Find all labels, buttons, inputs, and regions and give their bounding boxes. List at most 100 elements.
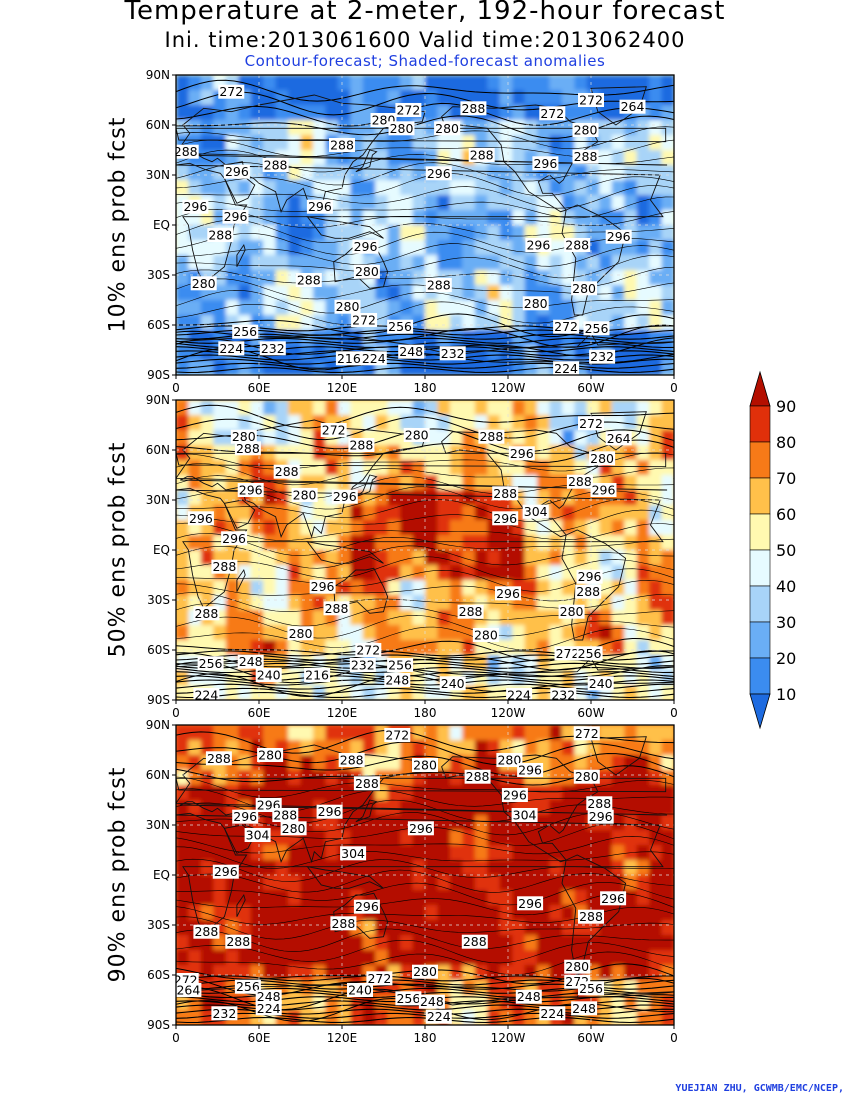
anomaly-cell (649, 935, 663, 951)
contour-label: 288 (264, 158, 288, 173)
anomaly-cell (437, 770, 451, 786)
anomaly-cell (586, 165, 600, 181)
anomaly-cell (661, 725, 674, 741)
anomaly-cell (337, 75, 351, 91)
contour-label: 272 (352, 313, 376, 328)
coastline (832, 893, 850, 938)
anomaly-cell (412, 625, 426, 641)
contour-label: 304 (246, 828, 270, 843)
anomaly-cell (200, 165, 214, 181)
anomaly-cell (649, 740, 663, 756)
contour-label-box (193, 688, 220, 700)
anomaly-cell (176, 300, 190, 316)
anomaly-cell (400, 460, 414, 476)
anomaly-cell (649, 860, 663, 876)
anomaly-cell (176, 830, 190, 846)
anomaly-cell (425, 740, 439, 756)
anomaly-cell (288, 595, 302, 611)
anomaly-cell (661, 860, 674, 876)
anomaly-cell (337, 105, 351, 121)
anomaly-cell (337, 580, 351, 596)
anomaly-cell (375, 875, 389, 891)
contour-line (176, 603, 674, 627)
contour-label-box (232, 809, 259, 824)
anomaly-cell (225, 890, 239, 906)
anomaly-cell (176, 610, 190, 626)
anomaly-cell (350, 180, 364, 196)
anomaly-cell (188, 875, 202, 891)
anomaly-cell (412, 580, 426, 596)
anomaly-cell (487, 935, 501, 951)
anomaly-cell (661, 845, 674, 861)
x-tick-label: 60E (248, 1031, 271, 1045)
contour-label-box (230, 429, 257, 444)
anomaly-cell (449, 890, 463, 906)
anomaly-cell (325, 785, 339, 801)
anomaly-cell (213, 475, 227, 491)
anomaly-cell (624, 815, 638, 831)
anomaly-cell (462, 165, 476, 181)
anomaly-cell (462, 725, 476, 741)
anomaly-cell (599, 285, 613, 301)
anomaly-cell (288, 505, 302, 521)
anomaly-cell (250, 135, 264, 151)
anomaly-cell (238, 950, 252, 966)
contour-label: 304 (341, 846, 365, 861)
anomaly-cell (611, 400, 625, 416)
anomaly-cell (188, 75, 202, 91)
anomaly-cell (362, 535, 376, 551)
contour-label: 240 (589, 676, 613, 691)
anomaly-cell (586, 75, 600, 91)
anomaly-cell (437, 490, 451, 506)
anomaly-cell (462, 255, 476, 271)
contour-label: 248 (572, 1001, 596, 1016)
anomaly-cell (574, 300, 588, 316)
anomaly-cell (375, 1010, 389, 1025)
anomaly-cell (337, 315, 351, 331)
anomaly-cell (176, 315, 190, 331)
contour-label: 248 (257, 989, 281, 1004)
anomaly-cell (288, 580, 302, 596)
x-tick-label: 60W (577, 1031, 604, 1045)
contour-label: 256 (199, 656, 223, 671)
anomaly-cell (574, 135, 588, 151)
anomaly-cell (537, 535, 551, 551)
anomaly-cell (449, 165, 463, 181)
anomaly-cell (449, 490, 463, 506)
anomaly-cell (649, 610, 663, 626)
anomaly-cell (462, 845, 476, 861)
x-tick-label: 60E (248, 381, 271, 395)
anomaly-cell (574, 935, 588, 951)
anomaly-cell (400, 740, 414, 756)
contour-label: 288 (461, 101, 485, 116)
anomaly-cell (200, 210, 214, 226)
anomaly-cell (474, 240, 488, 256)
anomaly-cell (537, 845, 551, 861)
anomaly-cell (611, 1010, 625, 1025)
contour-label-box (211, 1006, 238, 1021)
anomaly-cell (412, 460, 426, 476)
anomaly-cell (636, 830, 650, 846)
contour-label-box (495, 586, 521, 601)
anomaly-cell (437, 935, 451, 951)
anomaly-cell (562, 580, 576, 596)
anomaly-cell (661, 135, 674, 151)
anomaly-cell (487, 830, 501, 846)
anomaly-cell (225, 950, 239, 966)
anomaly-cell (624, 135, 638, 151)
anomaly-cell (412, 255, 426, 271)
anomaly-cell (474, 740, 488, 756)
anomaly-cell (636, 240, 650, 256)
anomaly-cell (387, 920, 401, 936)
anomaly-cell (636, 875, 650, 891)
contour-label-box (291, 488, 318, 502)
anomaly-cell (499, 950, 513, 966)
colorbar-swatch (749, 513, 771, 551)
anomaly-cell (649, 785, 663, 801)
anomaly-cell (250, 90, 264, 106)
anomaly-cell (611, 315, 625, 331)
anomaly-cell (649, 285, 663, 301)
anomaly-cell (225, 920, 239, 936)
anomaly-cell (337, 550, 351, 566)
